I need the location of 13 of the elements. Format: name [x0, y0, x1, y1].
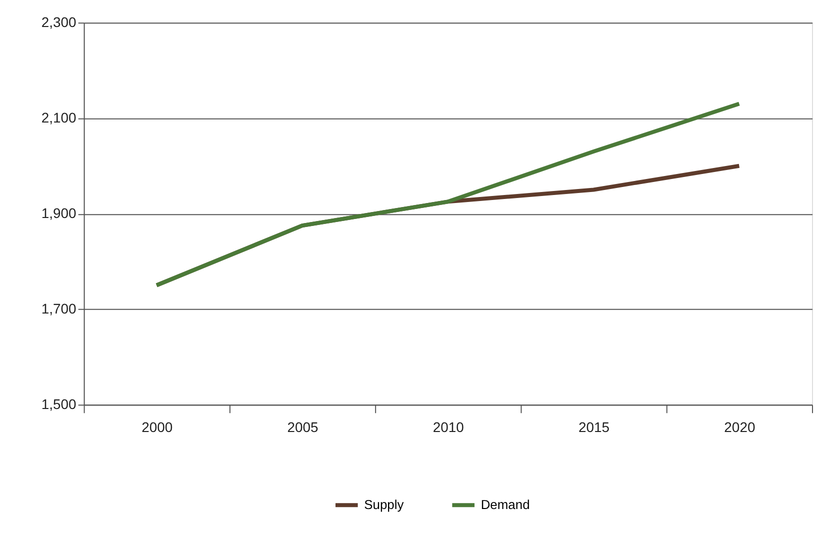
legend-label: Demand [480, 497, 530, 512]
line-series [154, 102, 742, 288]
y-tick-label: 2,300 [41, 14, 77, 30]
y-tick-label: 2,100 [41, 110, 77, 126]
x-tick-label: 2015 [578, 419, 610, 436]
y-tick-label: 1,900 [41, 205, 77, 222]
x-tick-label: 2000 [142, 419, 173, 436]
x-tick-label: 2020 [724, 419, 756, 436]
y-tick-label: 1,500 [41, 396, 77, 412]
x-tick-label: 2010 [432, 419, 464, 436]
x-tick-label: 2005 [287, 419, 319, 436]
y-tick-label: 1,700 [41, 300, 77, 317]
legend-label: Supply [364, 497, 404, 512]
